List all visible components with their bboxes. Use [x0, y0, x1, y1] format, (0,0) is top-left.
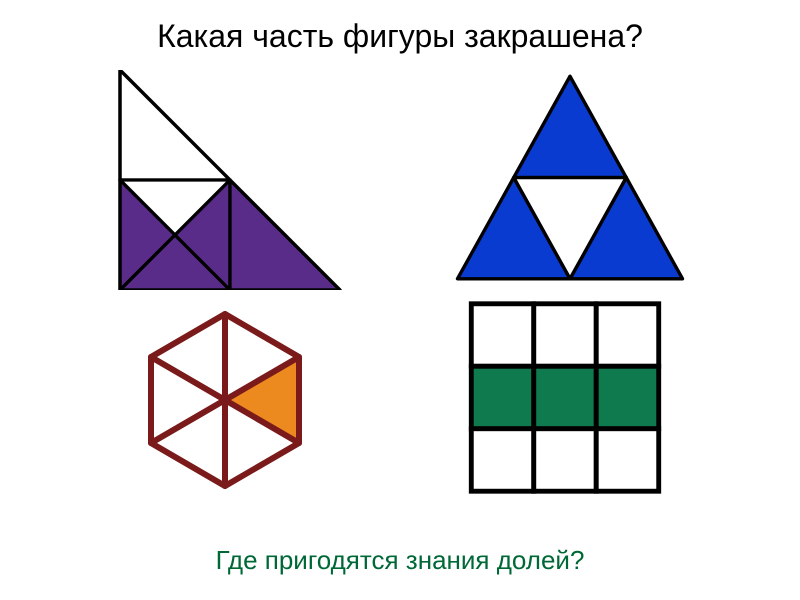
figure-right-triangle [70, 70, 390, 290]
figure-hexagon [110, 300, 340, 500]
figure-square-grid [435, 295, 695, 500]
figures-grid [50, 65, 750, 505]
page-title: Какая часть фигуры закрашена? [0, 0, 800, 55]
footer-question: Где пригодятся знания долей? [0, 545, 800, 576]
figure-equilateral-triangle [415, 65, 725, 290]
